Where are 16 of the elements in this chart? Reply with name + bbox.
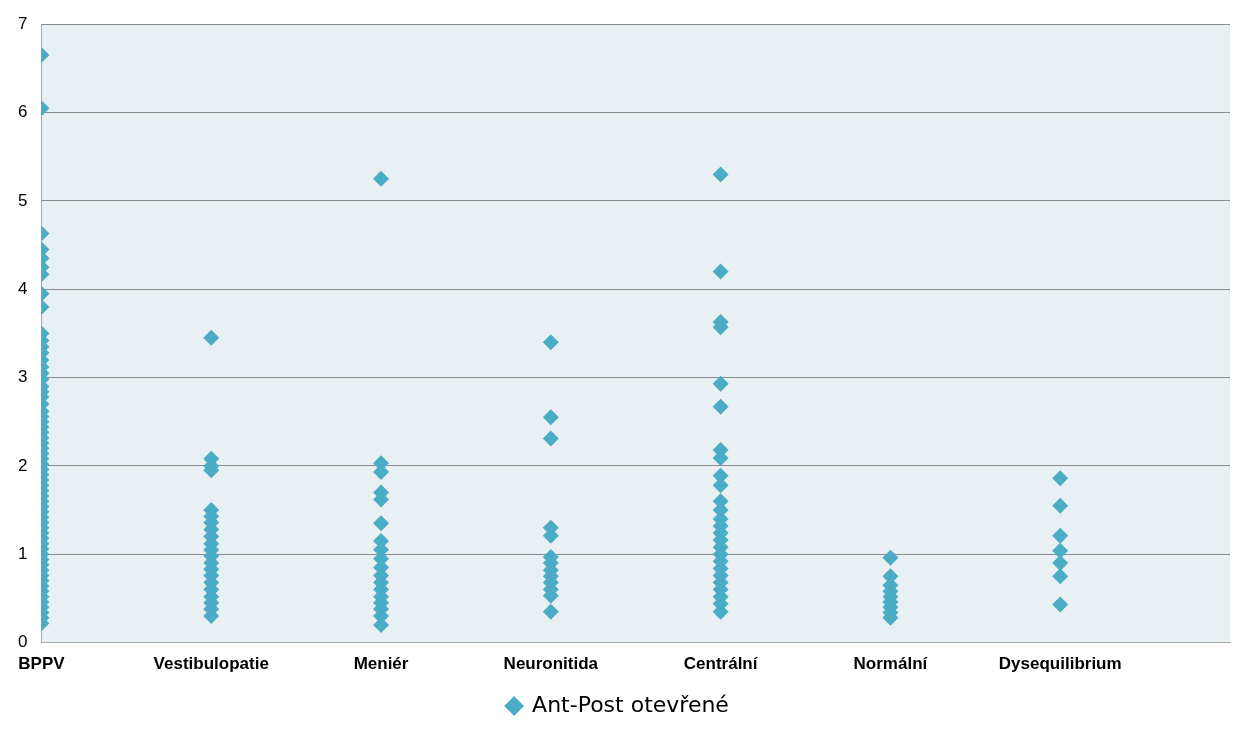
y-tick-label: 2 [17, 455, 28, 475]
x-tick-label: Meniér [353, 654, 409, 674]
x-tick-label: Vestibulopatie [153, 654, 269, 674]
x-tick-label: Normální [853, 654, 929, 674]
y-tick-label: 1 [17, 543, 28, 563]
x-tick-label: BPPV [18, 654, 66, 674]
x-tick-label: Dysequilibrium [998, 654, 1122, 674]
y-tick-label: 3 [17, 367, 28, 387]
y-tick-label: 0 [17, 632, 28, 652]
x-tick-label: Neuronitida [503, 654, 599, 674]
y-tick-label: 7 [17, 13, 28, 33]
y-tick-label: 5 [17, 190, 28, 210]
y-tick-label: 4 [17, 278, 28, 298]
x-tick-label: Centrální [683, 654, 759, 674]
legend-label: Ant-Post otevřené [532, 691, 729, 717]
y-tick-label: 6 [17, 102, 28, 122]
